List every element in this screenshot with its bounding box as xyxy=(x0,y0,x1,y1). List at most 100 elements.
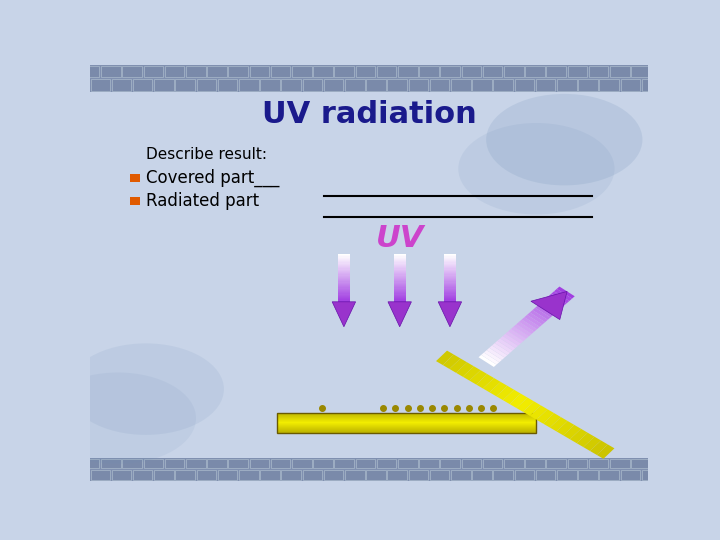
FancyBboxPatch shape xyxy=(122,66,142,77)
Polygon shape xyxy=(590,441,608,455)
Text: Covered part___: Covered part___ xyxy=(145,169,279,187)
Polygon shape xyxy=(516,397,534,412)
Polygon shape xyxy=(394,298,406,299)
Text: UV radiation: UV radiation xyxy=(261,100,477,129)
Polygon shape xyxy=(338,258,350,259)
Ellipse shape xyxy=(40,373,196,464)
Polygon shape xyxy=(394,292,406,293)
Polygon shape xyxy=(394,256,406,258)
Polygon shape xyxy=(338,282,350,284)
Text: UV: UV xyxy=(376,224,424,253)
Polygon shape xyxy=(444,292,456,293)
Polygon shape xyxy=(449,359,467,373)
Polygon shape xyxy=(338,268,350,269)
FancyBboxPatch shape xyxy=(419,66,438,77)
Polygon shape xyxy=(338,274,350,275)
FancyBboxPatch shape xyxy=(282,470,301,480)
Polygon shape xyxy=(463,366,480,381)
Polygon shape xyxy=(394,299,406,301)
Polygon shape xyxy=(277,429,536,430)
Polygon shape xyxy=(469,370,487,384)
Polygon shape xyxy=(563,425,581,439)
FancyBboxPatch shape xyxy=(207,458,227,468)
Polygon shape xyxy=(338,276,350,278)
Polygon shape xyxy=(530,406,547,420)
Polygon shape xyxy=(394,267,406,268)
FancyBboxPatch shape xyxy=(483,66,503,77)
Polygon shape xyxy=(456,362,474,377)
FancyBboxPatch shape xyxy=(356,458,375,468)
FancyBboxPatch shape xyxy=(313,66,333,77)
Polygon shape xyxy=(484,350,502,362)
Polygon shape xyxy=(438,302,462,327)
FancyBboxPatch shape xyxy=(515,79,534,91)
FancyBboxPatch shape xyxy=(387,470,407,480)
Polygon shape xyxy=(332,302,356,327)
Polygon shape xyxy=(338,287,350,289)
FancyBboxPatch shape xyxy=(91,79,110,91)
FancyBboxPatch shape xyxy=(91,470,110,480)
Polygon shape xyxy=(524,315,542,327)
Polygon shape xyxy=(496,386,514,400)
Polygon shape xyxy=(277,418,536,419)
Polygon shape xyxy=(338,284,350,285)
Polygon shape xyxy=(338,261,350,262)
Polygon shape xyxy=(394,285,406,286)
Polygon shape xyxy=(444,267,456,268)
FancyBboxPatch shape xyxy=(610,66,629,77)
Polygon shape xyxy=(338,296,350,297)
Polygon shape xyxy=(552,291,570,303)
Polygon shape xyxy=(444,289,456,290)
Polygon shape xyxy=(444,299,456,301)
Ellipse shape xyxy=(459,123,615,214)
Bar xyxy=(130,198,140,205)
Polygon shape xyxy=(487,348,505,360)
Polygon shape xyxy=(444,301,456,302)
Polygon shape xyxy=(444,285,456,286)
FancyBboxPatch shape xyxy=(578,470,598,480)
Polygon shape xyxy=(394,290,406,291)
Polygon shape xyxy=(394,271,406,272)
FancyBboxPatch shape xyxy=(165,66,184,77)
Polygon shape xyxy=(538,303,556,315)
FancyBboxPatch shape xyxy=(377,458,396,468)
Polygon shape xyxy=(597,444,614,459)
Polygon shape xyxy=(338,271,350,272)
FancyBboxPatch shape xyxy=(101,66,121,77)
Polygon shape xyxy=(277,414,536,415)
Polygon shape xyxy=(444,260,456,261)
FancyBboxPatch shape xyxy=(377,66,396,77)
Polygon shape xyxy=(277,413,536,414)
Polygon shape xyxy=(436,350,454,365)
Polygon shape xyxy=(394,301,406,302)
FancyBboxPatch shape xyxy=(642,470,662,480)
FancyBboxPatch shape xyxy=(271,66,290,77)
FancyBboxPatch shape xyxy=(600,470,619,480)
FancyBboxPatch shape xyxy=(546,66,566,77)
FancyBboxPatch shape xyxy=(292,458,312,468)
FancyBboxPatch shape xyxy=(133,79,153,91)
FancyBboxPatch shape xyxy=(217,79,238,91)
Polygon shape xyxy=(516,322,534,334)
Polygon shape xyxy=(444,279,456,280)
FancyBboxPatch shape xyxy=(441,66,460,77)
Polygon shape xyxy=(444,278,456,279)
Polygon shape xyxy=(394,266,406,267)
Polygon shape xyxy=(338,272,350,273)
Polygon shape xyxy=(338,285,350,286)
FancyBboxPatch shape xyxy=(239,79,258,91)
Polygon shape xyxy=(277,422,536,423)
FancyBboxPatch shape xyxy=(271,458,290,468)
Polygon shape xyxy=(338,254,350,255)
FancyBboxPatch shape xyxy=(419,458,438,468)
FancyBboxPatch shape xyxy=(197,79,216,91)
Polygon shape xyxy=(394,284,406,285)
Polygon shape xyxy=(443,355,460,369)
FancyBboxPatch shape xyxy=(504,66,523,77)
FancyBboxPatch shape xyxy=(398,458,418,468)
Polygon shape xyxy=(444,284,456,285)
Polygon shape xyxy=(503,334,521,346)
Polygon shape xyxy=(338,275,350,276)
FancyBboxPatch shape xyxy=(430,470,449,480)
Polygon shape xyxy=(338,295,350,296)
